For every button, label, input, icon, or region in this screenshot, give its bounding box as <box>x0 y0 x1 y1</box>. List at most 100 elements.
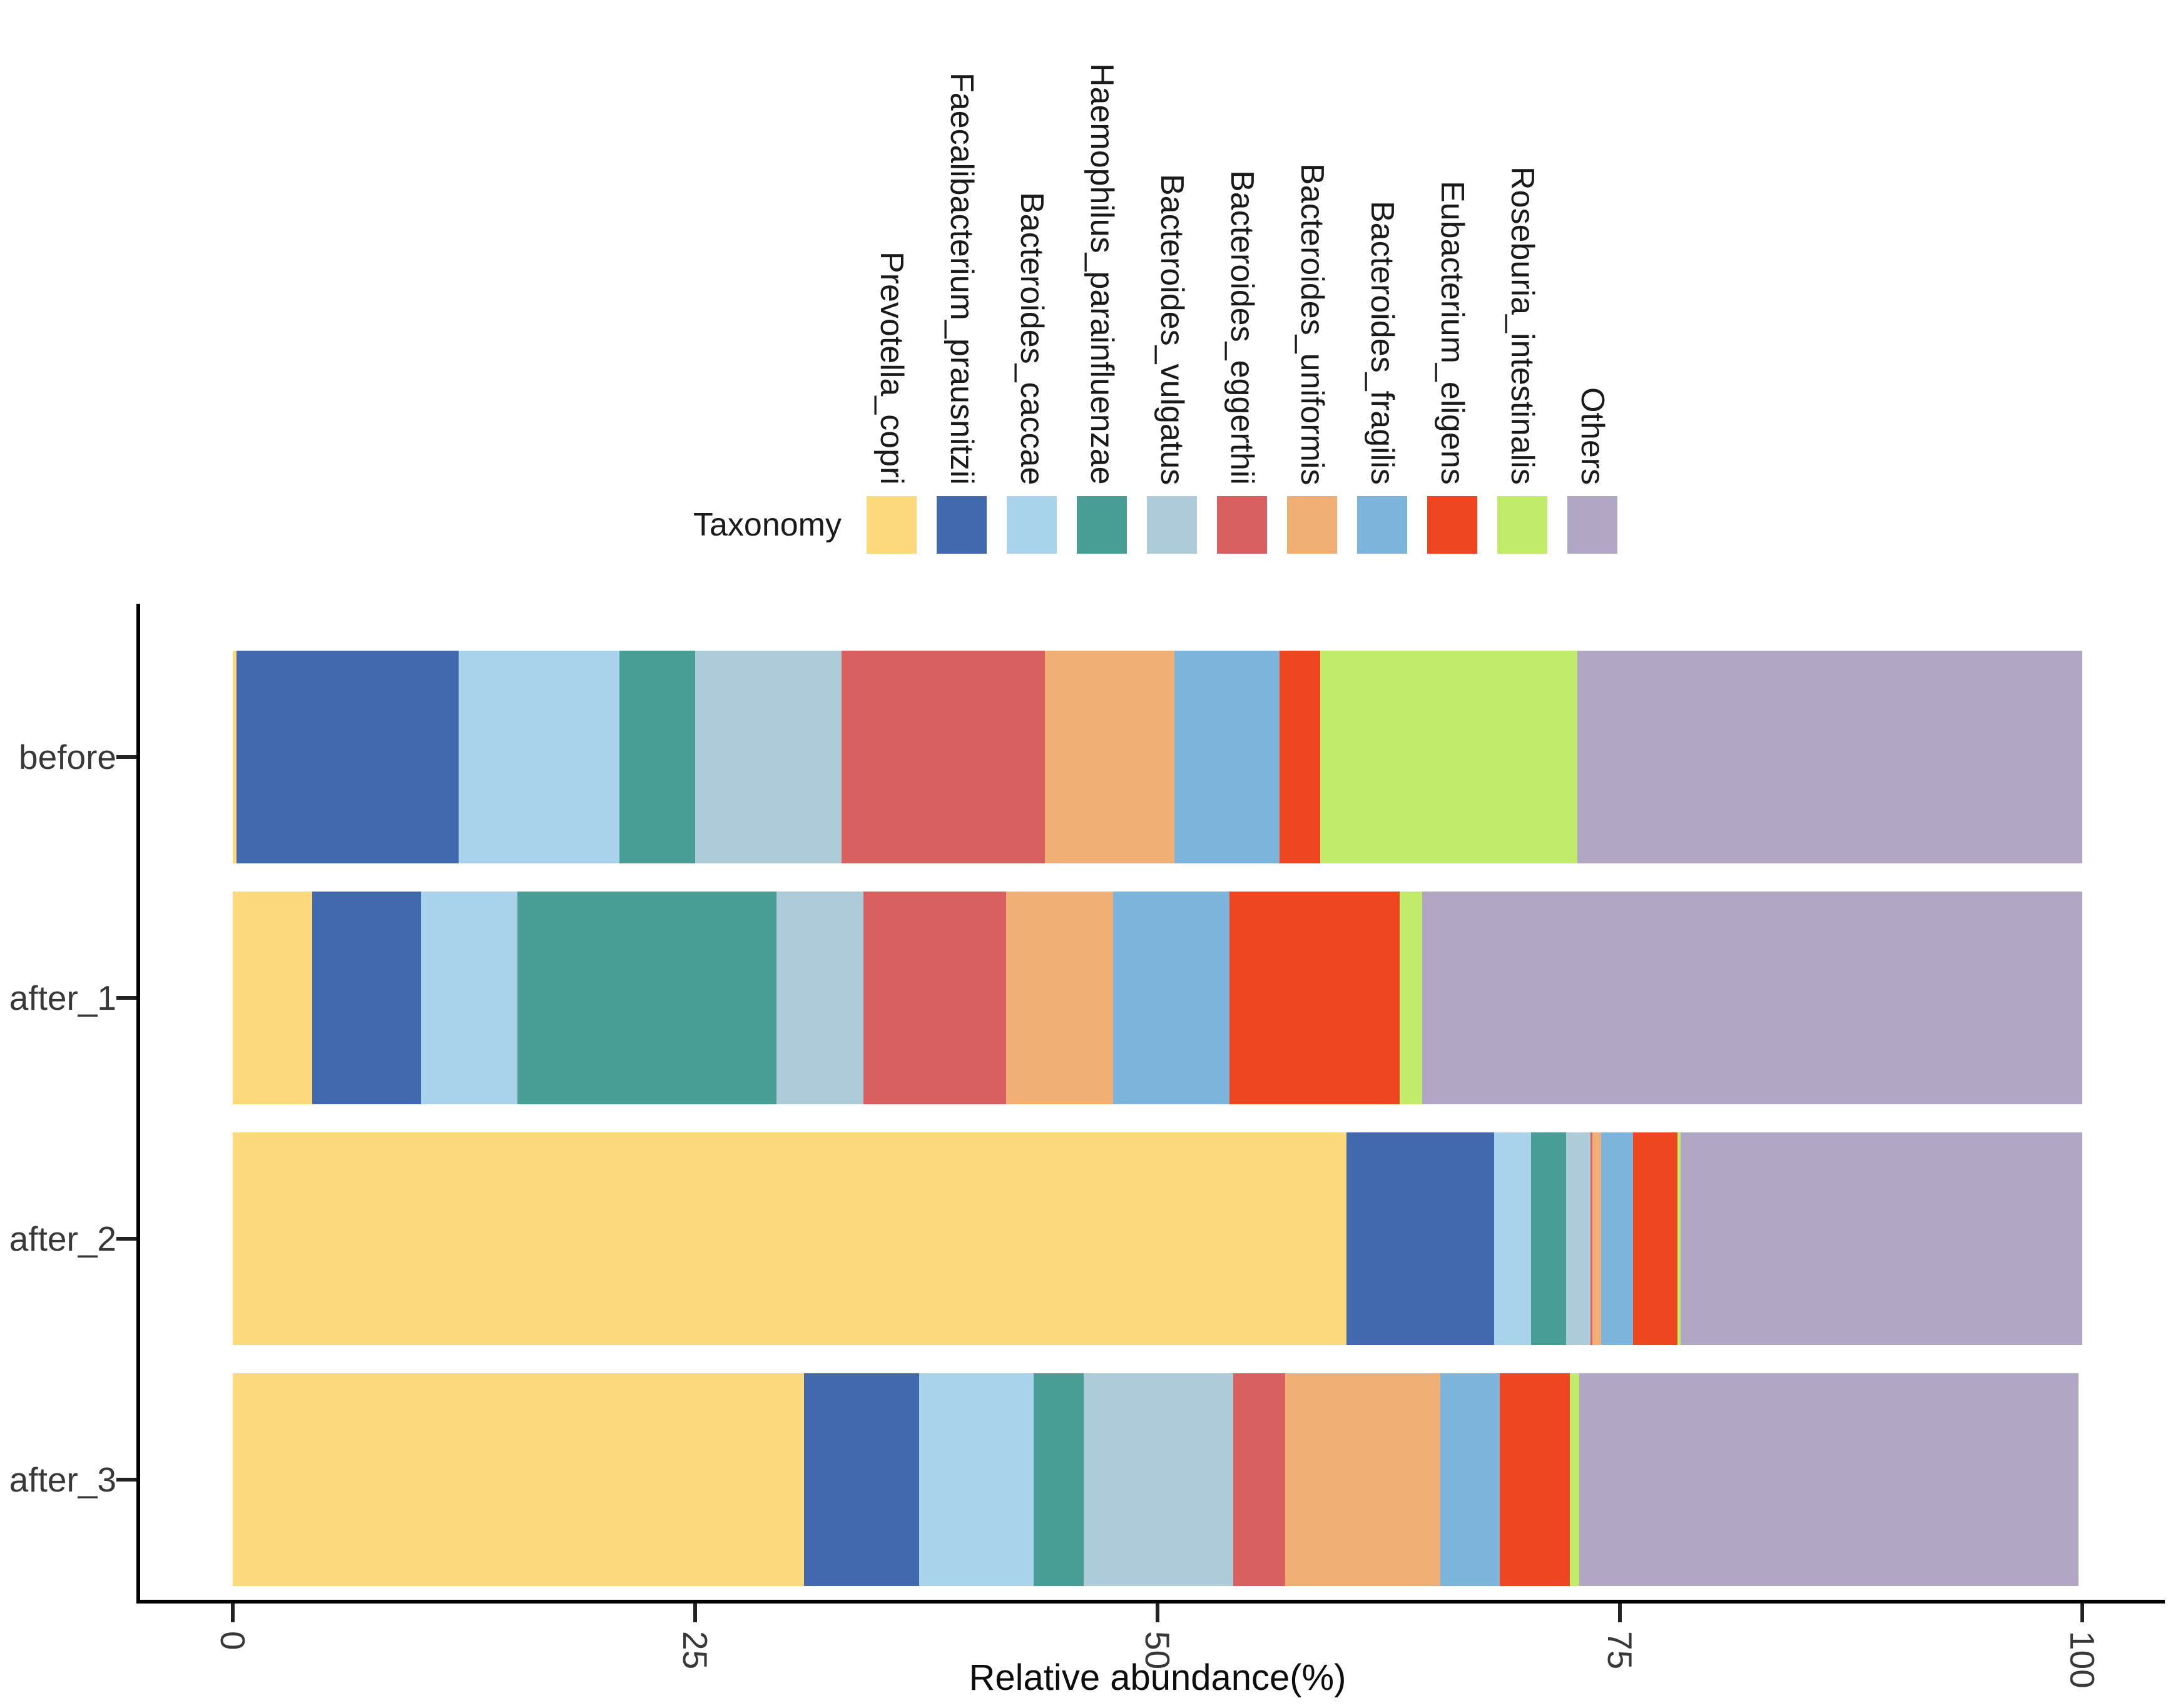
bar-segment <box>233 892 313 1104</box>
legend-label: Haemophilus_parainfluenzae <box>1084 63 1120 485</box>
legend-swatch <box>1287 496 1337 554</box>
bar-segment <box>804 1373 919 1586</box>
x-tick-label: 0 <box>213 1631 252 1650</box>
bar-segment <box>1590 1132 1592 1345</box>
bar-segment <box>1112 892 1230 1104</box>
bar-segment <box>517 892 777 1104</box>
legend-swatch <box>937 496 987 554</box>
x-tick-label: 100 <box>2063 1631 2102 1689</box>
x-axis-title: Relative abundance(%) <box>969 1657 1346 1698</box>
bar-segment <box>1083 1373 1234 1586</box>
bar-segment <box>1005 892 1113 1104</box>
legend-item: Bacteroides_fragilis <box>1347 201 1417 554</box>
bar-segment <box>236 651 459 863</box>
bar-segment <box>1494 1132 1532 1345</box>
legend-swatch <box>1147 496 1197 554</box>
legend-item: Others <box>1557 387 1627 554</box>
legend-swatch <box>1217 496 1267 554</box>
bar-segment <box>312 892 422 1104</box>
bar-segment <box>1440 1373 1500 1586</box>
y-axis-line <box>136 604 140 1604</box>
bar-segment <box>233 1373 805 1586</box>
bar-segment <box>1632 1132 1677 1345</box>
bar-segment <box>1422 892 2082 1104</box>
legend-label: Prevotella_copri <box>873 252 910 485</box>
legend-item: Roseburia_intestinalis <box>1487 166 1557 554</box>
legend-swatch <box>1077 496 1127 554</box>
legend: Taxonomy Prevotella_copri Faecalibacteriu… <box>693 63 1627 554</box>
x-tick-label: 75 <box>1601 1631 1639 1670</box>
bar-segment <box>421 892 518 1104</box>
bar-segment <box>1570 1373 1579 1586</box>
bar-segment <box>1320 651 1577 863</box>
bar-segment <box>1579 1373 2079 1586</box>
legend-item: Bacteroides_vulgatus <box>1137 174 1207 554</box>
legend-swatch <box>1427 496 1477 554</box>
bar-segment <box>233 651 237 863</box>
legend-swatch <box>1567 496 1617 554</box>
bar-segment <box>863 892 1006 1104</box>
y-tick <box>116 1478 136 1482</box>
legend-label: Roseburia_intestinalis <box>1504 166 1540 485</box>
bar-segment <box>695 651 842 863</box>
legend-item: Haemophilus_parainfluenzae <box>1067 63 1137 554</box>
bar-segment <box>458 651 619 863</box>
x-tick <box>231 1604 235 1622</box>
legend-label: Bacteroides_fragilis <box>1364 201 1400 485</box>
bar-segment <box>919 1373 1034 1586</box>
legend-item: Bacteroides_caccae <box>997 192 1067 554</box>
bar-segment <box>1280 651 1321 863</box>
legend-label: Bacteroides_vulgatus <box>1154 173 1190 485</box>
legend-label: Bacteroides_caccae <box>1014 191 1050 485</box>
legend-label: Bacteroides_uniformis <box>1294 163 1330 485</box>
x-axis-line <box>136 1600 2165 1604</box>
bar-segment <box>1677 1132 1681 1345</box>
bar-segment <box>1601 1132 1633 1345</box>
y-tick-label: after_3 <box>9 1460 116 1499</box>
x-tick <box>693 1604 697 1622</box>
bar-segment <box>1566 1132 1590 1345</box>
legend-item: Bacteroides_uniformis <box>1277 163 1347 554</box>
bar-segment <box>1174 651 1280 863</box>
x-tick <box>1156 1604 1159 1622</box>
bar-segment <box>1400 892 1422 1104</box>
legend-title: Taxonomy <box>693 507 842 543</box>
bar-segment <box>841 651 1045 863</box>
legend-swatch <box>1357 496 1407 554</box>
bar-segment <box>1346 1132 1494 1345</box>
legend-item: Bacteroides_eggerthii <box>1207 170 1277 554</box>
y-tick <box>116 1237 136 1241</box>
bar-segment <box>1577 651 2082 863</box>
bar-segment <box>233 1132 1346 1345</box>
y-tick-label: after_2 <box>9 1219 116 1258</box>
bar-segment <box>1233 1373 1285 1586</box>
legend-item: Eubacterium_eligens <box>1417 181 1487 554</box>
bar-row-after_3 <box>233 1373 2082 1586</box>
bar-segment <box>1044 651 1174 863</box>
y-tick-label: after_1 <box>9 979 116 1017</box>
legend-swatch <box>1497 496 1547 554</box>
legend-label: Bacteroides_eggerthii <box>1224 170 1260 485</box>
bar-row-after_1 <box>233 892 2082 1104</box>
bar-segment <box>619 651 695 863</box>
bar-row-after_2 <box>233 1132 2082 1345</box>
legend-swatch <box>867 496 917 554</box>
x-tick <box>2080 1604 2084 1622</box>
bar-segment <box>1681 1132 2082 1345</box>
bar-segment <box>1531 1132 1567 1345</box>
legend-items: Prevotella_copri Faecalibacterium_prausni… <box>857 63 1627 554</box>
x-tick <box>1618 1604 1622 1622</box>
bar-segment <box>1499 1373 1570 1586</box>
legend-label: Others <box>1574 387 1611 485</box>
x-tick-label: 25 <box>676 1631 715 1670</box>
bar-segment <box>1033 1373 1084 1586</box>
legend-item: Prevotella_copri <box>857 252 927 554</box>
y-tick <box>116 996 136 1000</box>
y-tick <box>116 755 136 759</box>
legend-item: Faecalibacterium_prausnitzii <box>927 73 997 554</box>
bar-segment <box>1285 1373 1441 1586</box>
bar-segment <box>1592 1132 1602 1345</box>
legend-label: Faecalibacterium_prausnitzii <box>944 73 980 485</box>
y-tick-label: before <box>19 738 116 776</box>
legend-swatch <box>1007 496 1057 554</box>
